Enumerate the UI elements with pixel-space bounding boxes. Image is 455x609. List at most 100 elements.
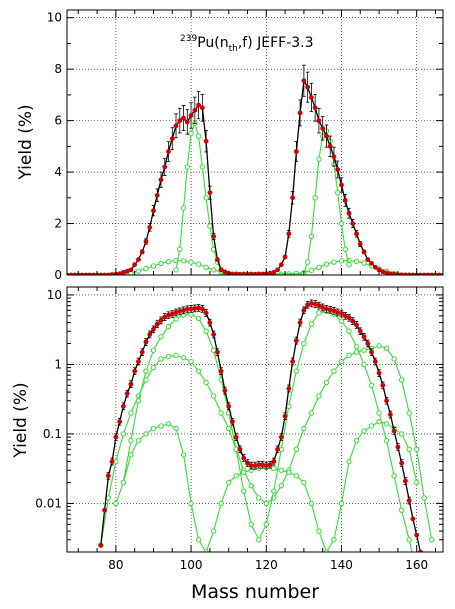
component-yield-point (248, 521, 254, 528)
evaluated-yield-point (139, 349, 145, 355)
component-yield-point (429, 537, 435, 543)
y-tick-label: 8 (54, 62, 62, 76)
y-tick-label: 0.1 (43, 427, 62, 441)
component-yield-point (331, 537, 337, 543)
component-yield-point (158, 334, 164, 340)
component-yield-point (316, 156, 322, 162)
evaluated-yield-point (147, 225, 153, 230)
evaluated-yield-point (233, 434, 239, 440)
component-yield-point (135, 398, 142, 404)
component-yield-point (308, 233, 315, 240)
component-yield-point (165, 353, 172, 360)
frame-top (66, 9, 444, 276)
component-yield-point (158, 423, 164, 429)
evaluated-yield-point (297, 320, 303, 325)
evaluated-yield-point (98, 542, 104, 548)
component-yield-point (203, 328, 209, 334)
evaluated-yield-point (102, 507, 107, 513)
evaluated-yield-point (305, 302, 311, 308)
component-yield-point (195, 261, 202, 267)
evaluated-yield-point (162, 164, 168, 170)
evaluated-yield-point (136, 257, 141, 262)
evaluated-yield-point (335, 167, 341, 172)
evaluated-yield-point (188, 113, 194, 118)
component-yield-point (353, 258, 360, 265)
y-tick-label: 4 (54, 165, 62, 179)
component-yield-point (286, 403, 292, 409)
component-yield-point (361, 428, 367, 434)
component-yield-point (135, 268, 142, 274)
component-yield-point (150, 364, 157, 371)
evaluated-yield-point (230, 271, 235, 275)
component-yield-point (383, 345, 390, 352)
evaluated-yield-point (418, 272, 423, 275)
component-yield-point (143, 368, 149, 374)
evaluated-yield-point (192, 305, 198, 311)
evaluated-yield-point (278, 434, 284, 440)
evaluated-yield-point (215, 257, 220, 262)
component-yield-point (376, 343, 382, 349)
x-tick-label: 160 (405, 558, 428, 572)
evaluated-yield-point (158, 177, 164, 183)
evaluated-yield-point (218, 368, 224, 374)
evaluated-yield-point (309, 301, 314, 306)
component-yield-point (422, 592, 426, 596)
evaluated-yield-point (327, 307, 333, 313)
component-yield-point (278, 467, 285, 473)
evaluated-yield-point (387, 271, 393, 275)
component-yield-point (361, 260, 367, 266)
evaluated-yield-point (169, 311, 175, 317)
evaluated-yield-point (199, 105, 205, 111)
evaluated-yield-point (121, 403, 126, 409)
evaluated-yield-point (324, 306, 329, 312)
component-yield-point (203, 264, 209, 270)
component-yield-point (398, 431, 405, 437)
xlabel: Mass number (191, 581, 319, 603)
component-yield-point (338, 318, 345, 324)
evaluated-yield-point (267, 462, 273, 468)
evaluated-yield-point (248, 271, 254, 275)
evaluated-yield-point (260, 271, 265, 275)
component-yield-point (278, 482, 285, 489)
evaluated-yield-point (143, 339, 149, 345)
evaluated-yield-point (207, 190, 213, 196)
evaluated-yield-point (72, 272, 77, 275)
component-yield-point (128, 410, 134, 416)
evaluated-yield-point (286, 231, 292, 237)
evaluated-yield-point (117, 271, 123, 275)
y-tick-label: 0 (54, 268, 62, 282)
component-yield-point (301, 479, 307, 486)
evaluated-yield-point (440, 272, 443, 275)
component-yield-point (256, 495, 262, 501)
evaluated-yield-point (245, 460, 250, 466)
evaluated-yield-point (403, 272, 408, 275)
y-tick-label: 6 (54, 114, 62, 128)
evaluated-yield-point (233, 271, 239, 275)
log-yield-panel: 80 100 120 140 160 10 1 0.1 0.01 Yield (%) Mass … (11, 286, 444, 603)
component-yield-point (271, 465, 277, 472)
evaluated-yield-point (271, 459, 277, 464)
component-yield-point (293, 473, 300, 479)
component-yield-point (165, 258, 172, 265)
component-yield-point (346, 458, 352, 465)
evaluated-yield-point (169, 136, 175, 142)
evaluated-yield-point (241, 455, 247, 461)
component-yield-point (173, 352, 179, 359)
evaluated-yield-point (90, 272, 96, 275)
component-yield-point (331, 368, 337, 374)
evaluated-yield-point (350, 318, 356, 324)
component-yield-point (203, 379, 209, 386)
evaluated-yield-point (154, 192, 160, 198)
x-tick-label: 100 (180, 558, 203, 572)
evaluated-yield-point (354, 231, 359, 237)
component-yield-point (338, 358, 345, 365)
evaluated-yield-point (357, 241, 363, 247)
evaluated-yield-point (162, 314, 168, 320)
component-yield-point (128, 452, 134, 458)
evaluated-yield-point (361, 249, 367, 255)
evaluated-yield-point (275, 446, 280, 452)
evaluated-yield-point (369, 261, 374, 266)
evaluated-yield-point (143, 239, 149, 244)
evaluated-yield-point (121, 270, 126, 275)
